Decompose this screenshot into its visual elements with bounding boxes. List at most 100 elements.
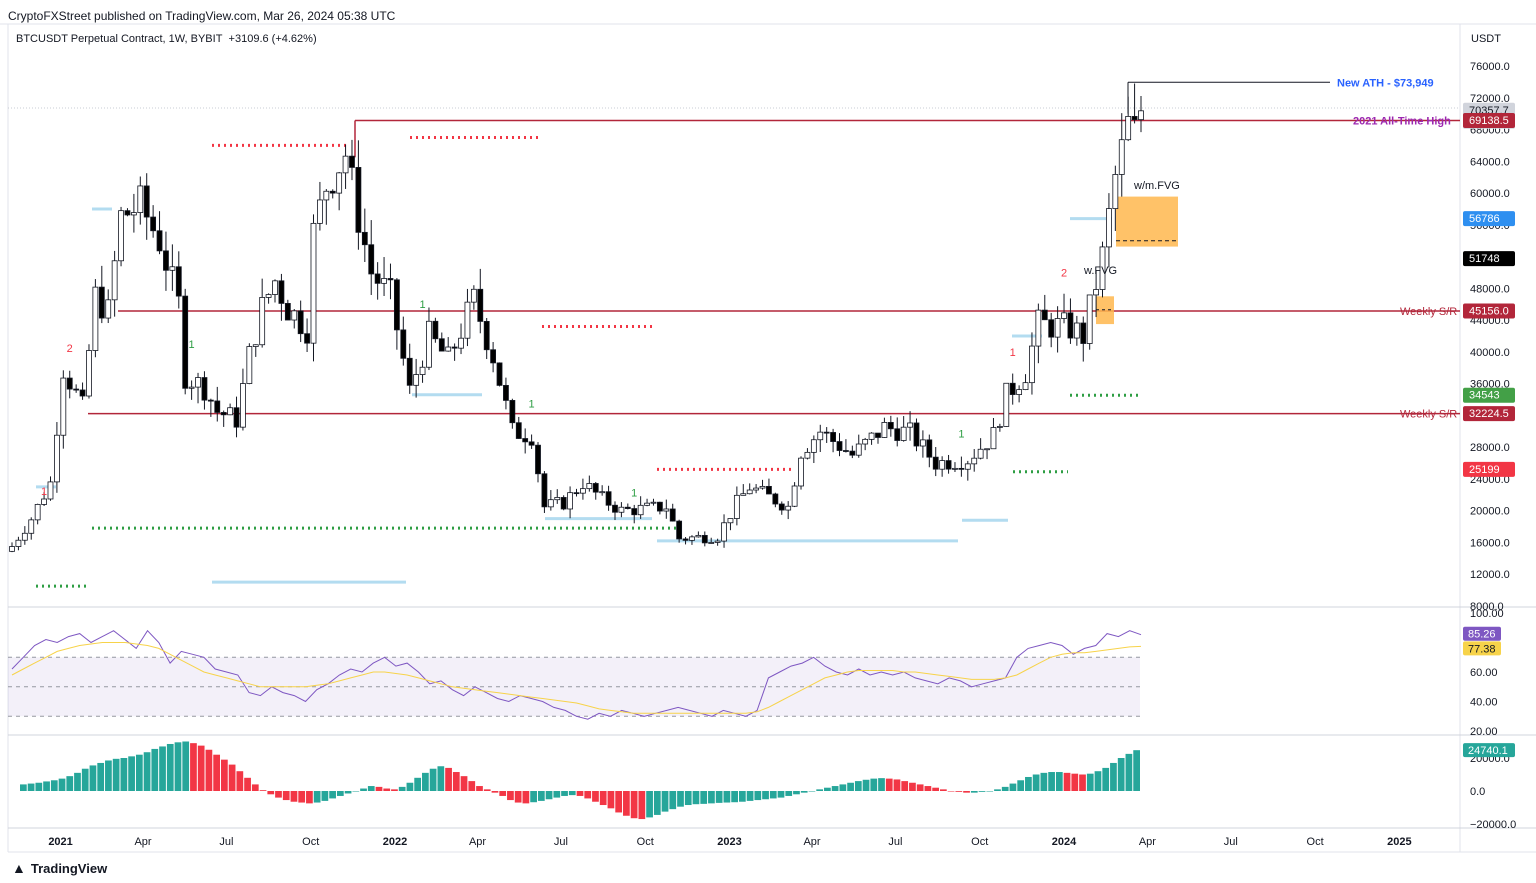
candle-up xyxy=(919,439,926,447)
candle-down xyxy=(676,520,683,540)
histogram-bar xyxy=(375,786,383,791)
histogram-bar xyxy=(290,791,298,802)
histogram-bar xyxy=(731,791,738,803)
rsi-tag xyxy=(1463,626,1501,641)
candle-down xyxy=(541,473,548,508)
candle-up xyxy=(618,506,625,513)
time-tick-label: 2024 xyxy=(1052,836,1077,848)
candle-down xyxy=(1048,319,1055,338)
time-tick-label: Oct xyxy=(1307,836,1324,848)
histogram-bar xyxy=(306,791,313,804)
histogram-bar xyxy=(460,776,468,791)
histogram-bar xyxy=(43,781,50,791)
rsi-tick-label: 100.00 xyxy=(1470,608,1504,620)
candle-down xyxy=(490,349,497,364)
candle-down xyxy=(631,508,638,516)
candle-down xyxy=(207,399,214,402)
candle-up xyxy=(317,199,323,224)
histogram-bar xyxy=(128,756,135,791)
time-tick-label: Apr xyxy=(1139,836,1156,848)
histogram-bar xyxy=(97,762,105,791)
histogram-bar xyxy=(939,789,947,791)
sequence-marker: 1 xyxy=(958,429,964,441)
candle-down xyxy=(143,185,150,218)
candle-up xyxy=(111,260,118,301)
price-tick-label: 24000.0 xyxy=(1470,474,1510,486)
candle-up xyxy=(810,439,817,453)
time-tick-label: Apr xyxy=(803,836,820,848)
candle-up xyxy=(118,210,124,262)
candle-down xyxy=(958,467,965,470)
histogram-bar xyxy=(1001,786,1009,791)
symbol-header: BTCUSDT Perpetual Contract, 1W, BYBIT +3… xyxy=(16,33,317,45)
histogram-bar xyxy=(282,791,290,801)
candle-down xyxy=(573,492,580,495)
histogram-bar xyxy=(27,783,35,791)
rsi-tick-label: 20.00 xyxy=(1470,726,1498,738)
histogram-bar xyxy=(870,778,878,791)
histogram-bar xyxy=(831,786,839,791)
candle-up xyxy=(547,499,554,508)
candle-down xyxy=(830,432,836,442)
histogram-bar xyxy=(599,791,607,806)
candle-down xyxy=(329,190,336,194)
candle-up xyxy=(28,519,35,534)
candle-up xyxy=(1106,208,1112,248)
histogram-bar xyxy=(1079,774,1086,791)
histogram-bar xyxy=(754,791,762,801)
candle-up xyxy=(817,431,824,441)
candle-down xyxy=(124,210,131,216)
time-tick-label: Jul xyxy=(219,836,233,848)
tradingview-logo: ▲ TradingView xyxy=(12,860,107,876)
histogram-bar xyxy=(1086,773,1094,791)
candle-down xyxy=(483,321,490,351)
histogram-bar xyxy=(777,791,785,798)
candle-up xyxy=(252,344,259,347)
sequence-marker: 1 xyxy=(41,486,47,498)
candle-up xyxy=(1125,116,1132,141)
candle-up xyxy=(34,504,41,521)
candle-up xyxy=(695,534,702,538)
candle-down xyxy=(560,497,567,510)
candle-up xyxy=(939,460,946,470)
histogram-bar xyxy=(35,782,43,791)
hist-tag-label: 24740.1 xyxy=(1468,745,1508,757)
histogram-bar xyxy=(537,791,545,801)
histogram-bar xyxy=(236,771,244,791)
histogram-bar xyxy=(816,789,824,791)
currency-button[interactable]: USDT xyxy=(1471,33,1501,45)
histogram-bar xyxy=(568,791,576,796)
candle-down xyxy=(73,388,80,391)
hist-tag xyxy=(1463,743,1515,758)
candle-up xyxy=(381,278,387,284)
candle-up xyxy=(426,320,432,368)
sequence-marker: 1 xyxy=(529,398,535,410)
time-tick-label: Apr xyxy=(469,836,486,848)
histogram-bar xyxy=(522,791,530,804)
time-tick-label: 2021 xyxy=(48,836,72,848)
candle-up xyxy=(746,489,753,495)
candle-up xyxy=(907,422,913,428)
price-tick-label: 40000.0 xyxy=(1470,347,1510,359)
candle-down xyxy=(509,400,516,424)
candle-down xyxy=(361,231,368,246)
histogram-bar xyxy=(677,791,684,807)
candle-down xyxy=(496,362,503,386)
candle-down xyxy=(515,422,522,439)
hist-tick-label: −20000.0 xyxy=(1470,819,1516,831)
histogram-bar xyxy=(259,790,267,791)
rsi-tick-label: 40.00 xyxy=(1470,697,1498,709)
candle-up xyxy=(130,212,137,216)
candle-down xyxy=(778,503,785,511)
candle-up xyxy=(41,498,47,505)
candle-down xyxy=(98,286,105,319)
time-tick-label: Jul xyxy=(888,836,902,848)
histogram-bar xyxy=(422,772,429,791)
candle-up xyxy=(1093,289,1099,296)
weekly-sr-label: Weekly S/R xyxy=(1400,409,1457,421)
histogram-bar xyxy=(1032,774,1040,791)
candle-up xyxy=(971,457,978,465)
candle-up xyxy=(650,501,657,504)
candle-up xyxy=(862,438,869,445)
price-tick-label: 20000.0 xyxy=(1470,506,1510,518)
